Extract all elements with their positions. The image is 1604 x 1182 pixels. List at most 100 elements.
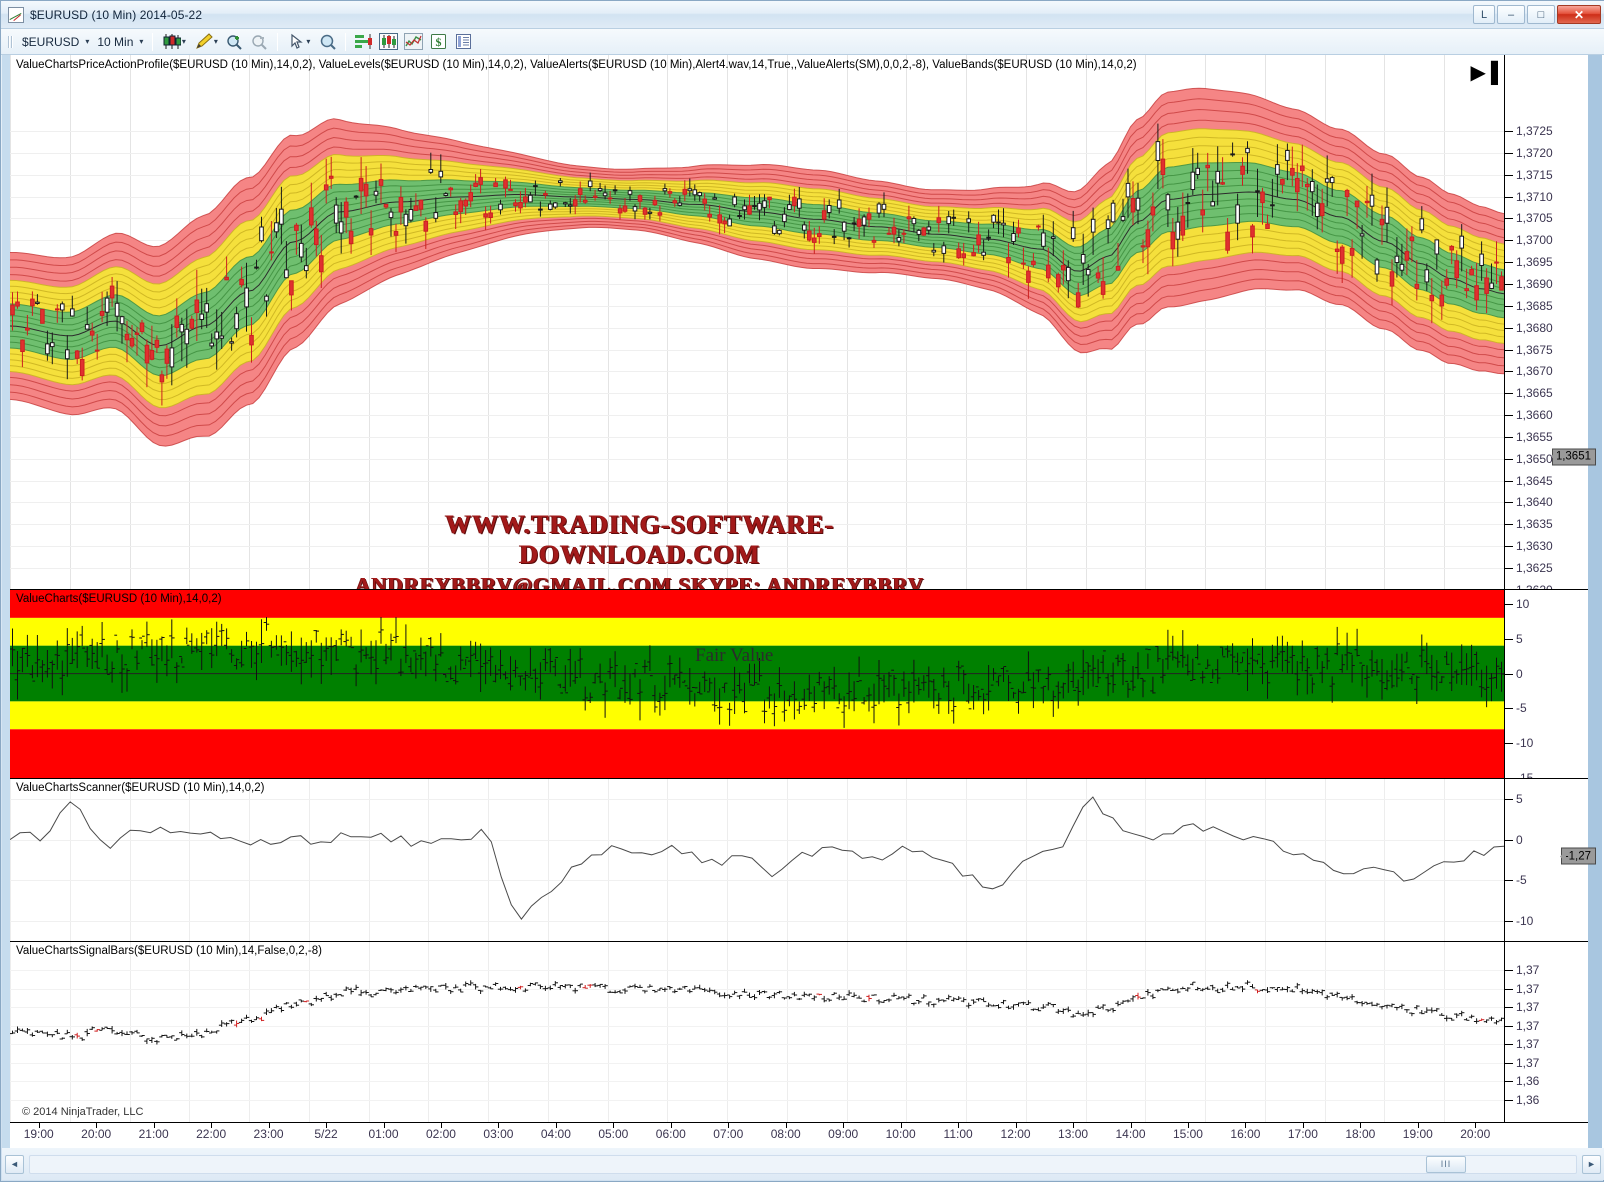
panel-divider-3[interactable]: [10, 941, 1596, 942]
valuecharts-axis[interactable]: 10 5 0 -5 -10 -15: [1504, 590, 1596, 778]
time-tick: [1016, 1123, 1017, 1128]
vertical-scrollbar[interactable]: [1588, 55, 1602, 1149]
axis-tick: [1505, 546, 1513, 548]
price-axis-label: 1,3655: [1516, 429, 1553, 444]
indicators-button[interactable]: [377, 31, 400, 52]
time-axis-label: 10:00: [885, 1127, 916, 1141]
time-tick: [154, 1123, 155, 1128]
svg-text:$: $: [436, 35, 442, 49]
time-tick: [1245, 1123, 1246, 1128]
signalbars-axis[interactable]: 1,37 1,37 1,37 1,37 1,37 1,37 1,36 1,36: [1504, 942, 1596, 1122]
scroll-right-button[interactable]: ►: [1582, 1154, 1601, 1174]
signalbars-axis-label: 1,37: [1516, 1000, 1540, 1014]
time-tick: [1073, 1123, 1074, 1128]
instrument-selector[interactable]: $EURUSD ▾: [18, 32, 93, 52]
time-axis-label: 03:00: [483, 1127, 514, 1141]
signalbars-axis-label: 1,37: [1516, 1037, 1540, 1051]
signalbars-indicator-label: ValueChartsSignalBars($EURUSD (10 Min),1…: [16, 945, 322, 957]
axis-tick: [1505, 502, 1513, 504]
time-axis-label: 17:00: [1287, 1127, 1318, 1141]
axis-tick: [1505, 1025, 1513, 1027]
time-axis-label: 14:00: [1115, 1127, 1146, 1141]
valuecharts-scanner-panel[interactable]: ValueChartsScanner($EURUSD (10 Min),14,0…: [10, 779, 1596, 941]
chart-canvas[interactable]: ValueChartsPriceActionProfile($EURUSD (1…: [2, 55, 1604, 1149]
time-axis-label: 22:00: [196, 1127, 227, 1141]
horizontal-scrollbar[interactable]: ◄ III ►: [2, 1148, 1604, 1180]
dollar-icon: $: [431, 34, 447, 49]
time-tick: [958, 1123, 959, 1128]
time-axis-label: 23:00: [253, 1127, 284, 1141]
signalbars-axis-label: 1,37: [1516, 963, 1540, 977]
price-axis-label: 1,3705: [1516, 211, 1553, 226]
pin-button[interactable]: L: [1473, 5, 1495, 24]
time-axis-label: 21:00: [138, 1127, 169, 1141]
scanner-axis-label: 5: [1516, 792, 1523, 807]
time-tick: [1360, 1123, 1361, 1128]
time-tick: [39, 1123, 40, 1128]
signalbars-axis-label: 1,36: [1516, 1074, 1540, 1088]
panel-divider-1[interactable]: [10, 589, 1596, 590]
maximize-button[interactable]: □: [1527, 5, 1555, 24]
left-gutter: [2, 55, 10, 1148]
axis-tick: [1505, 603, 1513, 605]
valuecharts-axis-label: 10: [1516, 596, 1530, 611]
interval-selector[interactable]: 10 Min ▾: [93, 32, 147, 52]
pointer-icon: [291, 33, 304, 49]
scroll-left-button[interactable]: ◄: [5, 1154, 24, 1174]
time-axis-label: 09:00: [828, 1127, 859, 1141]
cursor-mode-button[interactable]: ▾: [284, 31, 314, 52]
scanner-indicator-label: ValueChartsScanner($EURUSD (10 Min),14,0…: [16, 782, 265, 794]
properties-button[interactable]: [452, 31, 475, 52]
chevron-down-icon: ▾: [181, 37, 186, 46]
last-price-marker: 1,3651: [1551, 448, 1596, 466]
axis-tick: [1505, 415, 1513, 417]
window-controls: L – □ ✕: [1473, 5, 1601, 24]
chart-style-button[interactable]: ▾: [159, 31, 189, 52]
time-axis-label: 05:00: [598, 1127, 629, 1141]
time-tick: [1418, 1123, 1419, 1128]
zoom-region-button[interactable]: [316, 31, 339, 52]
valuecharts-axis-label: 0: [1516, 666, 1523, 681]
copyright-label: © 2014 NinjaTrader, LLC: [22, 1106, 144, 1118]
close-button[interactable]: ✕: [1557, 5, 1601, 24]
valuecharts-signalbars-panel[interactable]: ValueChartsSignalBars($EURUSD (10 Min),1…: [10, 942, 1596, 1122]
axis-tick: [1505, 1044, 1513, 1045]
price-axis-label: 1,3660: [1516, 408, 1553, 423]
axis-tick: [1505, 568, 1513, 569]
price-axis-label: 1,3625: [1516, 561, 1553, 575]
axis-tick: [1505, 262, 1513, 264]
chevron-down-icon: ▾: [213, 37, 218, 46]
minimize-button[interactable]: –: [1497, 5, 1525, 24]
axis-tick: [1505, 524, 1513, 526]
strategies-button[interactable]: [402, 31, 425, 52]
time-axis-label: 20:00: [81, 1127, 112, 1141]
valuecharts-panel[interactable]: ValueCharts($EURUSD (10 Min),14,0,2) Fai…: [10, 590, 1596, 778]
price-axis-label: 1,3700: [1516, 233, 1553, 248]
time-axis[interactable]: 19:00 20:00 21:00 22:00 23:00 5/22 01:00 02:00 0…: [10, 1122, 1596, 1146]
toolbar-grip[interactable]: [6, 34, 15, 50]
price-axis-label: 1,3620: [1516, 583, 1553, 589]
time-tick: [384, 1123, 385, 1128]
zoom-out-button[interactable]: [248, 31, 271, 52]
drawing-tools-button[interactable]: ▾: [191, 31, 221, 52]
price-axis-label: 1,3690: [1516, 276, 1553, 291]
axis-tick: [1505, 218, 1513, 220]
scroll-track[interactable]: III: [29, 1154, 1577, 1174]
signalbars-plot: [10, 942, 1505, 1122]
order-entry-button[interactable]: $: [427, 31, 450, 52]
data-series-icon: [355, 34, 373, 49]
price-panel[interactable]: ValueChartsPriceActionProfile($EURUSD (1…: [10, 55, 1596, 589]
panel-divider-2[interactable]: [10, 778, 1596, 779]
data-series-button[interactable]: [352, 31, 375, 52]
scanner-axis-label: -10: [1516, 913, 1534, 928]
zoom-in-button[interactable]: [223, 31, 246, 52]
play-to-end-icon[interactable]: ▶▐: [1470, 62, 1498, 84]
scroll-thumb[interactable]: III: [1426, 1155, 1466, 1173]
valuecharts-axis-label: -10: [1516, 736, 1534, 751]
toolbar-divider: [277, 32, 279, 51]
price-axis[interactable]: 1,3725 1,3720 1,3715 1,3710 1,3705 1,3700 1,36…: [1504, 55, 1596, 589]
time-axis-label: 20:00: [1460, 1127, 1491, 1141]
properties-icon: [456, 34, 472, 49]
time-tick: [269, 1123, 270, 1128]
scanner-value-marker: -1,27: [1560, 847, 1596, 865]
